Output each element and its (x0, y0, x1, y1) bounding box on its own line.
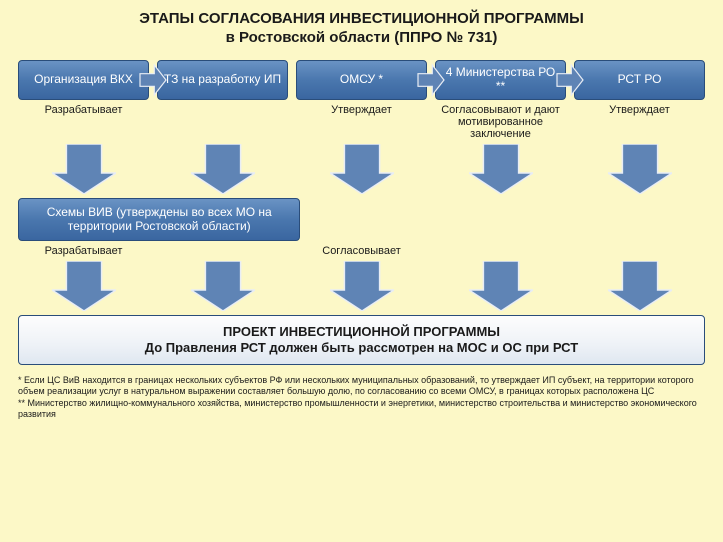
row2-arrow-cell-2 (296, 261, 427, 311)
row1-box-text-0: Организация ВКХ (34, 73, 133, 87)
row2-arrow-cell-0 (18, 261, 149, 311)
row1-box-2: ОМСУ * (296, 60, 427, 100)
row2-wide-box: Схемы ВИВ (утверждены во всех МО на терр… (18, 198, 300, 241)
down-arrow-icon (469, 144, 533, 194)
row1-label-2: Утверждает (296, 102, 427, 142)
bottom-line2: До Правления РСТ должен быть рассмотрен … (27, 340, 696, 356)
row1-box-3: 4 Министерства РО ** (435, 60, 566, 100)
row1-arrow-cell-2 (296, 144, 427, 194)
down-arrow-icon (191, 144, 255, 194)
bottom-box: ПРОЕКТ ИНВЕСТИЦИОННОЙ ПРОГРАММЫ До Правл… (18, 315, 705, 366)
row1-wrap: Организация ВКХ ТЗ на разработку ИП ОМСУ *… (18, 60, 705, 100)
row1-arrow-cell-1 (157, 144, 288, 194)
row1-label-3: Согласовывают и дают мотивированное закл… (435, 102, 566, 142)
down-arrow-icon (52, 144, 116, 194)
down-arrow-icon (608, 144, 672, 194)
row2-arrow-cell-3 (435, 261, 566, 311)
page-title: ЭТАПЫ СОГЛАСОВАНИЯ ИНВЕСТИЦИОННОЙ ПРОГРА… (18, 10, 705, 48)
row2-label-3 (435, 243, 566, 259)
down-arrow-icon (191, 261, 255, 311)
row1-box-text-2: ОМСУ * (340, 73, 383, 87)
down-arrow-icon (330, 261, 394, 311)
row2-arrow-cell-1 (157, 261, 288, 311)
row1-boxes: Организация ВКХ ТЗ на разработку ИП ОМСУ *… (18, 60, 705, 100)
row2-container: Схемы ВИВ (утверждены во всех МО на терр… (18, 198, 705, 241)
row2-wide-text: Схемы ВИВ (утверждены во всех МО на терр… (47, 205, 272, 233)
row2-labels: Разрабатывает Согласовывает (18, 243, 705, 259)
footnote-1: * Если ЦС ВиВ находится в границах неско… (18, 375, 705, 398)
down-arrow-icon (608, 261, 672, 311)
row2-label-1 (157, 243, 288, 259)
footnote-2: ** Министерство жилищно-коммунального хо… (18, 398, 705, 421)
row2-spacer (308, 198, 705, 241)
title-line2: в Ростовской области (ППРО № 731) (18, 29, 705, 48)
footnotes: * Если ЦС ВиВ находится в границах неско… (18, 375, 705, 420)
row2-arrow-cell-4 (574, 261, 705, 311)
row1-box-text-3: 4 Министерства РО ** (440, 66, 561, 94)
row1-box-4: РСТ РО (574, 60, 705, 100)
row1-arrow-cell-3 (435, 144, 566, 194)
row1-box-text-4: РСТ РО (618, 73, 662, 87)
row1-label-1 (157, 102, 288, 142)
row1-down-arrows (18, 144, 705, 194)
title-line1: ЭТАПЫ СОГЛАСОВАНИЯ ИНВЕСТИЦИОННОЙ ПРОГРА… (18, 10, 705, 29)
row2-label-2: Согласовывает (296, 243, 427, 259)
row1-box-text-1: ТЗ на разработку ИП (164, 73, 281, 87)
page-root: ЭТАПЫ СОГЛАСОВАНИЯ ИНВЕСТИЦИОННОЙ ПРОГРА… (0, 0, 723, 542)
row1-label-0: Разрабатывает (18, 102, 149, 142)
down-arrow-icon (330, 144, 394, 194)
row1-arrow-cell-4 (574, 144, 705, 194)
row2-down-arrows (18, 261, 705, 311)
row1-arrow-cell-0 (18, 144, 149, 194)
bottom-line1: ПРОЕКТ ИНВЕСТИЦИОННОЙ ПРОГРАММЫ (27, 324, 696, 340)
down-arrow-icon (469, 261, 533, 311)
down-arrow-icon (52, 261, 116, 311)
row2-label-0: Разрабатывает (18, 243, 149, 259)
row1-box-0: Организация ВКХ (18, 60, 149, 100)
row1-label-4: Утверждает (574, 102, 705, 142)
row1-labels: Разрабатывает УтверждаетСогласовывают и д… (18, 102, 705, 142)
row2-label-4 (574, 243, 705, 259)
row1-box-1: ТЗ на разработку ИП (157, 60, 288, 100)
